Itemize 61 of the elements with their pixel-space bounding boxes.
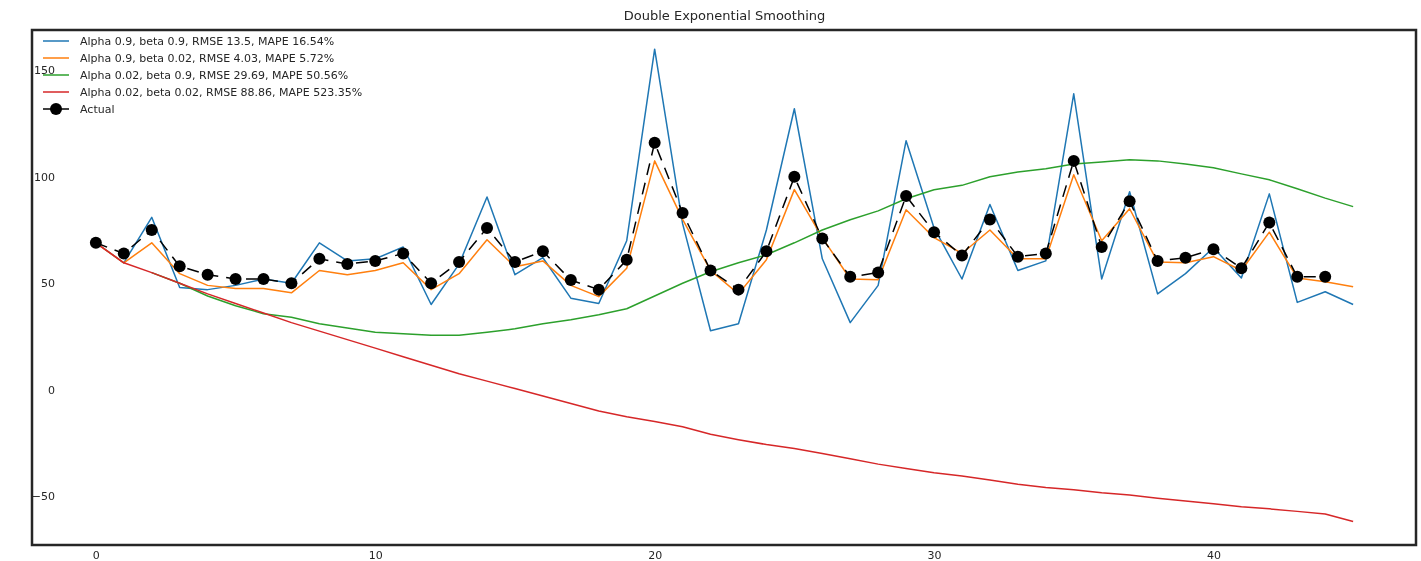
y-tick-label: 50 — [41, 277, 55, 291]
point — [173, 260, 186, 273]
point — [341, 258, 354, 271]
point — [397, 247, 410, 260]
y-tick-label: 150 — [34, 64, 55, 78]
point — [1291, 270, 1304, 283]
point — [676, 207, 689, 220]
point — [1095, 241, 1108, 254]
point — [285, 277, 298, 290]
point — [1263, 216, 1276, 229]
x-tick-label: 20 — [648, 548, 663, 561]
point — [1151, 254, 1164, 267]
point — [313, 252, 326, 265]
point — [872, 266, 885, 279]
x-tick-label: 30 — [927, 548, 942, 561]
legend-label: Alpha 0.02, beta 0.02, RMSE 88.86, MAPE 523.35% — [80, 86, 363, 99]
point — [900, 189, 913, 202]
point — [788, 170, 801, 183]
point — [844, 270, 857, 283]
point — [1319, 270, 1332, 283]
point — [620, 253, 633, 266]
point — [1039, 247, 1052, 260]
point — [648, 136, 661, 149]
point — [1011, 250, 1024, 263]
point — [983, 213, 996, 226]
point — [704, 264, 717, 277]
point — [1067, 154, 1080, 167]
point — [89, 236, 102, 249]
y-tick-label: 100 — [34, 170, 55, 184]
point — [425, 277, 438, 290]
point — [1123, 195, 1136, 208]
point — [229, 272, 242, 285]
point — [453, 255, 466, 268]
legend-label: Alpha 0.02, beta 0.9, RMSE 29.69, MAPE 50.56% — [80, 69, 349, 82]
point — [564, 274, 577, 287]
point — [257, 272, 270, 285]
point — [732, 283, 745, 296]
point — [481, 221, 494, 234]
x-tick-label: 0 — [92, 548, 100, 561]
legend-label: Alpha 0.9, beta 0.02, RMSE 4.03, MAPE 5.72% — [80, 52, 335, 65]
point — [536, 245, 549, 258]
legend-label: Alpha 0.9, beta 0.9, RMSE 13.5, MAPE 16.54% — [80, 35, 335, 48]
point — [145, 224, 158, 237]
point — [117, 247, 130, 260]
point — [508, 255, 521, 268]
point — [1179, 251, 1192, 264]
point — [1235, 262, 1248, 275]
point — [592, 283, 605, 296]
legend-label: Actual — [80, 103, 115, 116]
point — [816, 232, 829, 245]
point — [369, 254, 382, 267]
chart-title: Double Exponential Smoothing — [623, 8, 826, 23]
x-tick-label: 40 — [1206, 548, 1221, 561]
point — [955, 249, 968, 262]
point — [760, 245, 773, 258]
point — [1207, 243, 1220, 256]
y-tick-label: 0 — [48, 383, 55, 397]
point — [928, 226, 941, 239]
y-tick-label: −50 — [31, 490, 55, 504]
point — [201, 268, 214, 281]
x-tick-label: 10 — [368, 548, 383, 561]
